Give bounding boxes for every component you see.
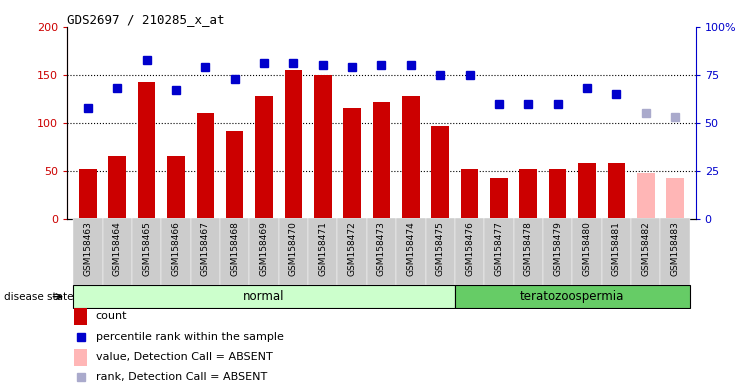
Text: normal: normal [243, 290, 285, 303]
Bar [279, 218, 308, 285]
Text: GSM158478: GSM158478 [524, 221, 533, 276]
Text: GSM158483: GSM158483 [671, 221, 680, 276]
Bar [255, 96, 273, 219]
Bar [108, 157, 126, 219]
Bar [79, 169, 96, 219]
Bar [249, 218, 279, 285]
Bar [519, 169, 537, 219]
Bar [572, 218, 601, 285]
Text: count: count [96, 311, 127, 321]
Bar [543, 218, 572, 285]
Text: GSM158464: GSM158464 [113, 221, 122, 276]
Bar [284, 70, 302, 219]
Bar [308, 218, 337, 285]
Text: disease state: disease state [4, 291, 73, 302]
Text: GSM158475: GSM158475 [435, 221, 445, 276]
Bar [578, 163, 596, 219]
Bar [314, 75, 331, 219]
Text: teratozoospermia: teratozoospermia [520, 290, 625, 303]
Text: value, Detection Call = ABSENT: value, Detection Call = ABSENT [96, 352, 272, 362]
Bar [167, 157, 185, 219]
Bar [402, 96, 420, 219]
Text: GSM158479: GSM158479 [553, 221, 562, 276]
Text: GSM158469: GSM158469 [260, 221, 269, 276]
Bar [132, 218, 162, 285]
Text: GSM158474: GSM158474 [406, 221, 415, 276]
Bar [426, 218, 455, 285]
Bar [73, 308, 88, 325]
Bar [637, 173, 654, 219]
Text: GSM158471: GSM158471 [318, 221, 328, 276]
Bar [220, 218, 249, 285]
Text: GSM158467: GSM158467 [200, 221, 210, 276]
Bar [162, 218, 191, 285]
Bar [73, 218, 102, 285]
Bar [432, 126, 449, 219]
Bar [455, 285, 690, 308]
Bar [490, 177, 508, 219]
Text: GSM158466: GSM158466 [171, 221, 180, 276]
Bar [549, 169, 566, 219]
Text: GSM158465: GSM158465 [142, 221, 151, 276]
Bar [455, 218, 484, 285]
Bar [226, 131, 244, 219]
Bar [666, 177, 684, 219]
Bar [197, 113, 214, 219]
Text: GSM158473: GSM158473 [377, 221, 386, 276]
Bar [601, 218, 631, 285]
Text: GSM158480: GSM158480 [583, 221, 592, 276]
Bar [607, 163, 625, 219]
Bar [396, 218, 426, 285]
Bar [138, 82, 156, 219]
Text: rank, Detection Call = ABSENT: rank, Detection Call = ABSENT [96, 372, 267, 382]
Bar [73, 349, 88, 366]
Bar [660, 218, 690, 285]
Bar [461, 169, 479, 219]
Text: GSM158463: GSM158463 [83, 221, 92, 276]
Bar [191, 218, 220, 285]
Bar [343, 109, 361, 219]
Text: GSM158472: GSM158472 [348, 221, 357, 276]
Text: percentile rank within the sample: percentile rank within the sample [96, 332, 283, 342]
Text: GSM158477: GSM158477 [494, 221, 503, 276]
Text: GSM158476: GSM158476 [465, 221, 474, 276]
Text: GSM158482: GSM158482 [641, 221, 650, 276]
Bar [484, 218, 514, 285]
Bar [367, 218, 396, 285]
Text: GSM158468: GSM158468 [230, 221, 239, 276]
Bar [102, 218, 132, 285]
Bar [514, 218, 543, 285]
Text: GSM158481: GSM158481 [612, 221, 621, 276]
Bar [73, 285, 455, 308]
Text: GDS2697 / 210285_x_at: GDS2697 / 210285_x_at [67, 13, 225, 26]
Bar [631, 218, 660, 285]
Text: GSM158470: GSM158470 [289, 221, 298, 276]
Bar [337, 218, 367, 285]
Bar [373, 102, 390, 219]
